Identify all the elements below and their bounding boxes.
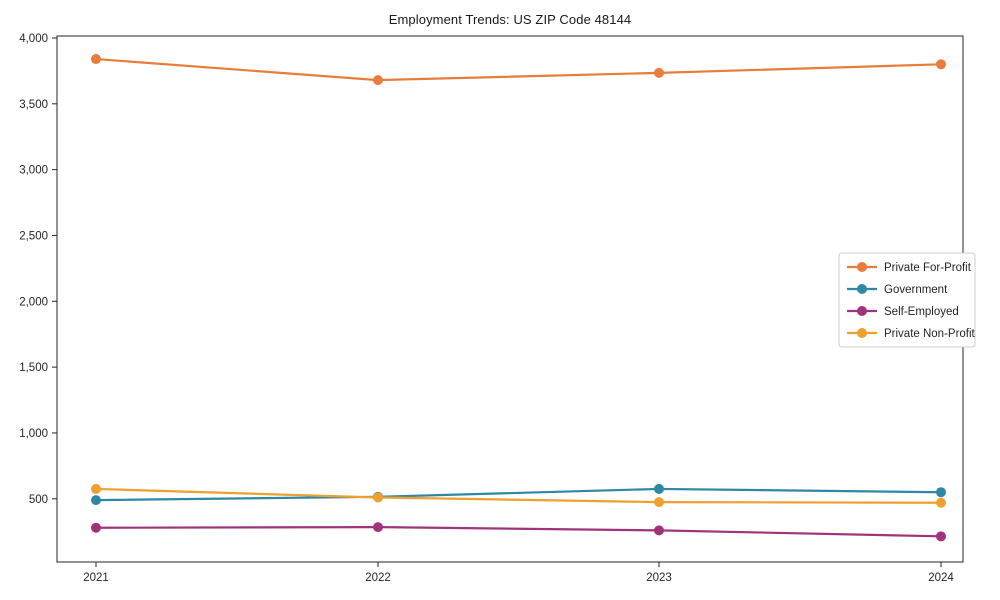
y-axis-tick-label: 1,000 [19, 428, 48, 440]
data-point-marker-self-employed [373, 522, 383, 533]
data-point-marker-private-non-profit [91, 483, 101, 494]
x-axis-tick-label: 2023 [646, 572, 672, 584]
legend-marker-private-for-profit [857, 262, 867, 272]
y-axis-tick-label: 2,500 [19, 230, 48, 242]
data-point-marker-private-for-profit [373, 75, 383, 86]
series-line-government [95, 487, 942, 502]
data-point-marker-private-non-profit [936, 497, 946, 508]
y-axis-tick-label: 1,500 [19, 362, 48, 374]
series-line-private-non-profit [95, 487, 942, 504]
data-point-marker-private-non-profit [373, 492, 383, 503]
data-point-marker-private-for-profit [936, 59, 946, 70]
x-axis-tick-label: 2022 [365, 572, 391, 584]
legend-marker-self-employed [857, 306, 867, 316]
y-axis-tick-label: 4,000 [19, 33, 48, 45]
legend-label-private-non-profit: Private Non-Profit [884, 328, 976, 340]
legend-label-private-for-profit: Private For-Profit [884, 262, 972, 274]
x-axis-tick-label: 2024 [928, 572, 954, 584]
series-line-private-for-profit [95, 57, 942, 82]
data-point-marker-private-for-profit [654, 67, 664, 78]
y-axis-tick-label: 3,500 [19, 99, 48, 111]
data-point-marker-government [936, 487, 946, 498]
chart-title: Employment Trends: US ZIP Code 48144 [388, 12, 632, 27]
data-point-marker-government [654, 483, 664, 494]
legend-label-government: Government [884, 284, 948, 296]
legend-label-self-employed: Self-Employed [884, 306, 959, 318]
x-axis-tick-label: 2021 [83, 572, 109, 584]
data-point-marker-private-non-profit [654, 497, 664, 508]
data-point-marker-self-employed [936, 531, 946, 542]
legend-box [838, 252, 976, 348]
legend-marker-government [857, 284, 867, 294]
data-point-marker-self-employed [654, 525, 664, 536]
data-point-marker-private-for-profit [91, 54, 101, 65]
y-axis-tick-label: 3,000 [19, 165, 48, 177]
legend-marker-private-non-profit [857, 328, 867, 338]
data-point-marker-government [91, 495, 101, 506]
series-line-self-employed [95, 526, 942, 538]
y-axis-tick-label: 500 [29, 494, 48, 506]
y-axis-tick-label: 2,000 [19, 296, 48, 308]
axes-box [56, 35, 964, 563]
data-point-marker-self-employed [91, 522, 101, 533]
